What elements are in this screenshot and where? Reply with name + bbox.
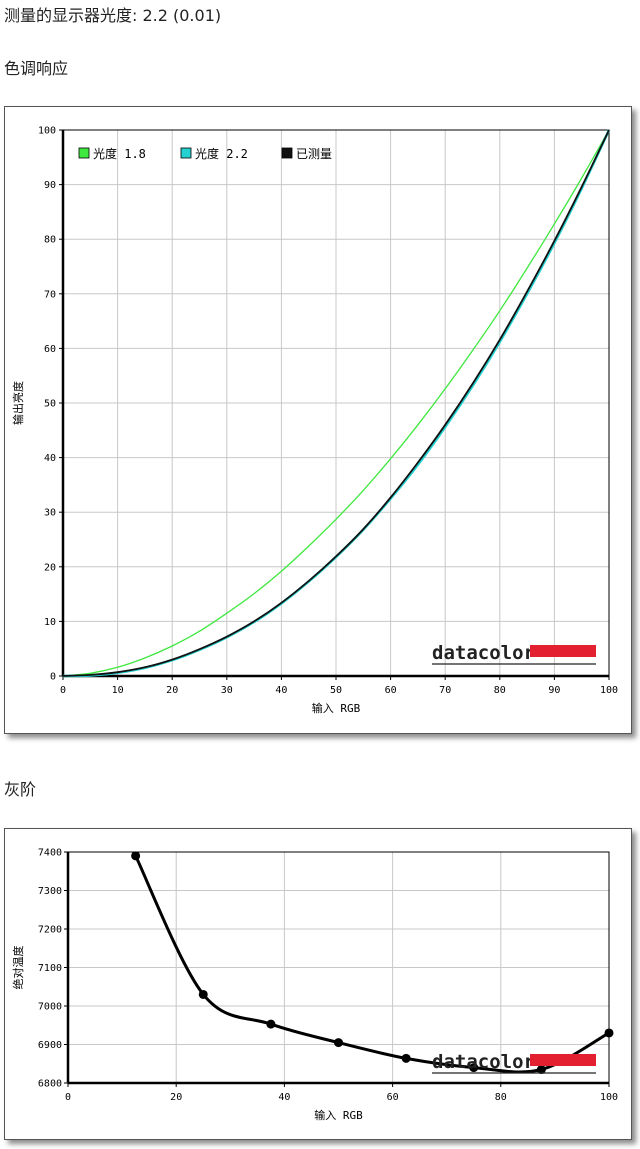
x-tick-label: 40 xyxy=(278,1092,290,1103)
data-point xyxy=(604,1028,614,1038)
y-axis-label: 绝对温度 xyxy=(11,946,25,990)
y-tick-label: 80 xyxy=(44,235,56,246)
datacolor-logo: datacolor xyxy=(432,1051,596,1074)
series-line-3 xyxy=(62,129,610,677)
x-tick-label: 0 xyxy=(65,1092,71,1103)
y-tick-label: 7200 xyxy=(38,925,62,936)
data-point xyxy=(334,1038,343,1048)
data-point xyxy=(131,851,141,861)
x-tick-label: 70 xyxy=(439,685,451,696)
brand-red-bar xyxy=(530,1054,596,1066)
x-axis-label: 输入 RGB xyxy=(312,701,361,715)
x-tick-label: 10 xyxy=(112,685,124,696)
data-point xyxy=(536,1065,546,1075)
brand-text: datacolor xyxy=(432,1051,535,1073)
x-tick-label: 40 xyxy=(275,685,287,696)
x-tick-label: 90 xyxy=(548,685,560,696)
tone-response-chart-panel: 0 10 20 30 40 50 60 70 80 90 100 0 10 20 30 40 50 60 70 80… xyxy=(4,106,632,734)
x-tick-label: 20 xyxy=(170,1092,182,1103)
legend-label: 已测量 xyxy=(296,147,332,161)
y-tick-label: 70 xyxy=(44,289,56,300)
y-axis-label: 输出亮度 xyxy=(11,381,25,425)
gamma-measured-heading: 测量的显示器光度: 2.2 (0.01) xyxy=(4,6,222,25)
legend-label: 光度 1.8 xyxy=(93,146,146,161)
y-tick-label: 7300 xyxy=(38,886,62,897)
brand-text: datacolor xyxy=(432,642,535,664)
x-tick-label: 20 xyxy=(166,685,178,696)
gray-scale-chart: 0 20 40 60 80 100 6800 6900 7000 7100 7200 7300 740… xyxy=(11,848,618,1123)
y-tick-label: 50 xyxy=(44,399,56,410)
data-point xyxy=(198,989,208,999)
chart-legend: 光度 1.8 光度 2.2 已测量 xyxy=(78,146,332,161)
y-tick-label: 40 xyxy=(44,453,56,464)
legend-swatch xyxy=(180,147,192,159)
y-tick-label: 7400 xyxy=(38,848,62,859)
y-tick-label: 100 xyxy=(38,126,56,137)
y-tick-label: 7100 xyxy=(38,963,62,974)
x-tick-label: 50 xyxy=(330,685,342,696)
x-tick-label: 80 xyxy=(495,1092,507,1103)
y-tick-label: 6800 xyxy=(38,1079,62,1090)
y-tick-label: 30 xyxy=(44,508,56,519)
tone-response-heading: 色调响应 xyxy=(4,59,69,78)
series-line-1 xyxy=(62,129,610,677)
y-tick-label: 7000 xyxy=(38,1002,62,1013)
legend-swatch xyxy=(78,147,90,159)
y-tick-label: 6900 xyxy=(38,1040,62,1051)
gray-scale-heading: 灰阶 xyxy=(4,780,37,799)
x-tick-label: 60 xyxy=(387,1092,399,1103)
y-tick-label: 90 xyxy=(44,180,56,191)
data-point xyxy=(469,1063,479,1073)
x-tick-label: 0 xyxy=(60,685,66,696)
x-tick-label: 30 xyxy=(221,685,233,696)
legend-label: 光度 2.2 xyxy=(195,146,248,161)
color-temperature-line xyxy=(134,855,610,1074)
brand-red-bar xyxy=(530,645,596,657)
x-axis-label: 输入 RGB xyxy=(314,1108,363,1122)
data-point xyxy=(401,1053,411,1063)
y-tick-label: 10 xyxy=(44,617,56,628)
tone-response-chart: 0 10 20 30 40 50 60 70 80 90 100 0 10 20 30 40 50 60 70 80… xyxy=(11,126,618,716)
x-tick-label: 60 xyxy=(385,685,397,696)
datacolor-logo: datacolor xyxy=(432,642,596,665)
gray-scale-chart-panel: 0 20 40 60 80 100 6800 6900 7000 7100 7200 7300 740… xyxy=(4,828,632,1140)
x-tick-label: 100 xyxy=(600,1092,618,1103)
legend-swatch xyxy=(281,147,293,159)
x-tick-label: 100 xyxy=(600,685,618,696)
y-tick-label: 20 xyxy=(44,562,56,573)
data-point xyxy=(266,1019,276,1029)
y-tick-label: 60 xyxy=(44,344,56,355)
x-tick-label: 80 xyxy=(494,685,506,696)
y-tick-label: 0 xyxy=(50,672,56,683)
